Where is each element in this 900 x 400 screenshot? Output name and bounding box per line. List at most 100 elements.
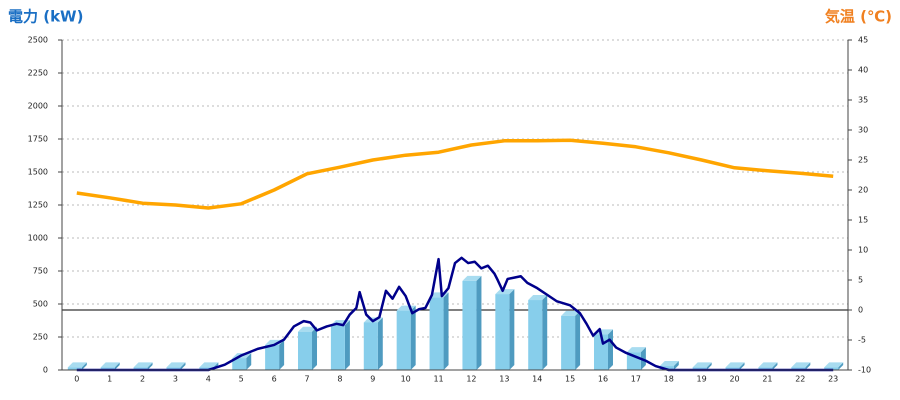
bar	[824, 367, 839, 370]
y-tick-label: 1000	[28, 234, 48, 243]
y2-tick-label: -10	[858, 366, 871, 375]
power-line	[76, 256, 834, 372]
bar-side	[279, 339, 285, 370]
bar	[692, 367, 707, 370]
bar-side	[575, 310, 581, 370]
bar-side	[81, 362, 87, 370]
x-tick-label: 23	[828, 375, 838, 384]
x-tick-label: 5	[239, 375, 244, 384]
x-tick-label: 18	[664, 375, 674, 384]
bar	[791, 367, 806, 370]
x-tick-label: 9	[370, 375, 375, 384]
y2-tick-label: -5	[858, 336, 866, 345]
bar-top	[561, 310, 581, 316]
bar	[396, 310, 411, 370]
x-tick-label: 22	[795, 375, 805, 384]
bar-side	[180, 362, 186, 370]
y2-tick-label: 30	[858, 126, 868, 135]
x-tick-label: 11	[433, 375, 443, 384]
bar	[298, 331, 313, 370]
y-tick-label: 1500	[28, 168, 48, 177]
bar	[265, 344, 280, 370]
y2-tick-label: 0	[858, 306, 863, 315]
y2-tick-label: 25	[858, 156, 868, 165]
bar-side	[246, 353, 252, 370]
bar-side	[377, 317, 383, 370]
y-tick-label: 2000	[28, 102, 48, 111]
bar	[330, 325, 345, 370]
bar	[232, 358, 247, 370]
bar-side	[739, 362, 745, 370]
x-tick-label: 10	[401, 375, 411, 384]
x-tick-label: 8	[337, 375, 342, 384]
bar-side	[805, 362, 811, 370]
bar-top	[692, 362, 712, 368]
bar-top	[791, 362, 811, 368]
x-tick-label: 20	[729, 375, 739, 384]
x-tick-label: 14	[532, 375, 542, 384]
bar-side	[607, 329, 613, 370]
bar-side	[312, 326, 318, 370]
bar-top	[725, 362, 745, 368]
bar-side	[410, 305, 416, 370]
x-tick-label: 17	[631, 375, 641, 384]
y-tick-label: 2500	[28, 36, 48, 45]
y-tick-label: 1750	[28, 135, 48, 144]
bar-top	[100, 362, 120, 368]
x-tick-label: 16	[598, 375, 608, 384]
y2-tick-label: 20	[858, 186, 868, 195]
bar-top	[199, 362, 219, 368]
bar-top	[495, 289, 515, 295]
bar	[133, 367, 148, 370]
bar-top	[528, 295, 548, 301]
y-tick-label: 2250	[28, 69, 48, 78]
bar	[528, 300, 543, 370]
y2-tick-label: 15	[858, 216, 868, 225]
bar	[100, 367, 115, 370]
bar	[462, 280, 477, 370]
bar	[199, 367, 214, 370]
temperature-line	[76, 138, 834, 210]
bar-top	[626, 347, 646, 353]
bar-top	[298, 326, 318, 332]
bar-side	[443, 292, 449, 370]
y2-tick-label: 5	[858, 276, 863, 285]
y-axis-title: 電力 (kW)	[8, 8, 83, 26]
bar	[363, 322, 378, 370]
bar-top	[824, 362, 844, 368]
bar	[429, 297, 444, 370]
y-tick-label: 500	[33, 300, 48, 309]
x-tick-label: 21	[762, 375, 772, 384]
bar-top	[67, 362, 87, 368]
y2-tick-label: 40	[858, 66, 868, 75]
bar	[495, 294, 510, 370]
bar	[725, 367, 740, 370]
y-tick-label: 750	[33, 267, 48, 276]
x-tick-label: 15	[565, 375, 575, 384]
y-tick-label: 0	[43, 366, 48, 375]
bar-top	[758, 362, 778, 368]
y2-axis-title: 気温 (℃)	[825, 8, 892, 26]
x-tick-label: 4	[206, 375, 211, 384]
x-tick-label: 7	[304, 375, 309, 384]
bar-side	[706, 362, 712, 370]
bar-side	[673, 361, 679, 370]
x-tick-label: 19	[697, 375, 707, 384]
x-tick-label: 12	[466, 375, 476, 384]
x-tick-label: 13	[499, 375, 509, 384]
bar-side	[542, 295, 548, 370]
bar-side	[147, 362, 153, 370]
x-tick-label: 6	[272, 375, 277, 384]
bar-top	[659, 361, 679, 367]
y-tick-label: 1250	[28, 201, 48, 210]
y2-tick-label: 45	[858, 36, 868, 45]
bar-top	[166, 362, 186, 368]
bar-side	[476, 275, 482, 370]
bar	[67, 367, 82, 370]
y-tick-label: 250	[33, 333, 48, 342]
x-tick-label: 1	[107, 375, 112, 384]
bar-side	[114, 362, 120, 370]
bar	[758, 367, 773, 370]
x-tick-label: 3	[173, 375, 178, 384]
